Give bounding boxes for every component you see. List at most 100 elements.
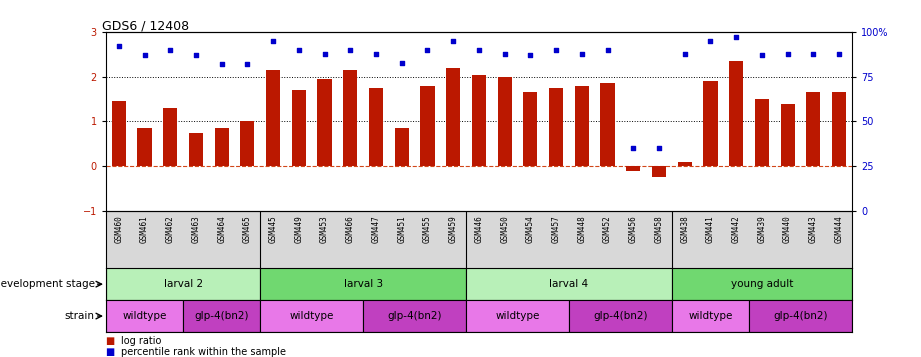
Text: wildtype: wildtype — [122, 311, 167, 321]
Text: glp-4(bn2): glp-4(bn2) — [774, 311, 828, 321]
Point — [549, 47, 564, 53]
Bar — [318, 79, 332, 166]
Text: GSM462: GSM462 — [166, 215, 175, 243]
Point — [806, 51, 821, 56]
Text: GSM455: GSM455 — [423, 215, 432, 243]
Bar — [678, 162, 692, 166]
Point — [317, 51, 332, 56]
Text: GSM452: GSM452 — [603, 215, 612, 243]
Bar — [111, 101, 126, 166]
Bar — [183, 300, 261, 332]
Point — [626, 145, 641, 151]
Point — [240, 61, 255, 67]
Point — [394, 60, 409, 65]
Bar — [261, 300, 363, 332]
Text: GSM454: GSM454 — [526, 215, 535, 243]
Bar — [163, 108, 178, 166]
Point — [780, 51, 795, 56]
Point — [163, 47, 178, 53]
Point — [111, 44, 126, 49]
Point — [446, 38, 460, 44]
Bar — [292, 90, 306, 166]
Point — [343, 47, 357, 53]
Bar — [832, 92, 846, 166]
Bar — [806, 92, 821, 166]
Text: GSM460: GSM460 — [114, 215, 123, 243]
Text: glp-4(bn2): glp-4(bn2) — [593, 311, 647, 321]
Bar — [446, 68, 460, 166]
Text: GSM442: GSM442 — [731, 215, 740, 243]
Text: GSM443: GSM443 — [809, 215, 818, 243]
Bar — [261, 268, 466, 300]
Bar — [729, 61, 743, 166]
Bar — [569, 300, 671, 332]
Bar — [497, 77, 512, 166]
Bar — [600, 84, 614, 166]
Text: GSM439: GSM439 — [757, 215, 766, 243]
Text: GSM445: GSM445 — [269, 215, 277, 243]
Bar — [652, 166, 666, 177]
Text: GSM459: GSM459 — [449, 215, 458, 243]
Point — [703, 38, 717, 44]
Point — [600, 47, 615, 53]
Text: GDS6 / 12408: GDS6 / 12408 — [102, 19, 190, 32]
Bar — [780, 104, 795, 166]
Text: GSM463: GSM463 — [192, 215, 201, 243]
Point — [832, 51, 846, 56]
Bar — [369, 88, 383, 166]
Text: young adult: young adult — [730, 279, 793, 289]
Bar — [137, 128, 152, 166]
Text: development stage: development stage — [0, 279, 95, 289]
Bar — [549, 88, 563, 166]
Point — [137, 52, 152, 58]
Text: strain: strain — [64, 311, 95, 321]
Bar — [106, 300, 183, 332]
Bar — [106, 268, 261, 300]
Text: wildtype: wildtype — [495, 311, 540, 321]
Point — [575, 51, 589, 56]
Point — [291, 47, 306, 53]
Point — [523, 52, 538, 58]
Text: GSM446: GSM446 — [474, 215, 484, 243]
Bar — [523, 92, 538, 166]
Text: larval 4: larval 4 — [550, 279, 589, 289]
Bar — [466, 300, 569, 332]
Point — [497, 51, 512, 56]
Text: GSM449: GSM449 — [295, 215, 303, 243]
Text: ■: ■ — [106, 347, 118, 357]
Text: GSM447: GSM447 — [371, 215, 380, 243]
Text: GSM444: GSM444 — [834, 215, 844, 243]
Bar — [266, 70, 280, 166]
Bar — [575, 86, 589, 166]
Bar — [420, 86, 435, 166]
Bar — [189, 132, 203, 166]
Text: GSM448: GSM448 — [577, 215, 587, 243]
Point — [652, 145, 667, 151]
Text: GSM465: GSM465 — [243, 215, 252, 243]
Text: GSM451: GSM451 — [397, 215, 406, 243]
Text: wildtype: wildtype — [688, 311, 732, 321]
Text: GSM466: GSM466 — [345, 215, 355, 243]
Bar — [363, 300, 466, 332]
Bar — [755, 99, 769, 166]
Bar — [472, 75, 486, 166]
Text: percentile rank within the sample: percentile rank within the sample — [121, 347, 286, 357]
Text: GSM456: GSM456 — [629, 215, 637, 243]
Bar — [671, 300, 749, 332]
Text: GSM457: GSM457 — [552, 215, 561, 243]
Bar — [626, 166, 640, 171]
Point — [189, 52, 204, 58]
Text: larval 2: larval 2 — [164, 279, 203, 289]
Point — [266, 38, 281, 44]
Bar — [215, 128, 228, 166]
Point — [472, 47, 486, 53]
Point — [368, 51, 383, 56]
Text: GSM458: GSM458 — [655, 215, 663, 243]
Bar — [240, 121, 254, 166]
Bar — [749, 300, 852, 332]
Text: wildtype: wildtype — [289, 311, 334, 321]
Point — [420, 47, 435, 53]
Text: GSM441: GSM441 — [705, 215, 715, 243]
Text: GSM450: GSM450 — [500, 215, 509, 243]
Point — [677, 51, 692, 56]
